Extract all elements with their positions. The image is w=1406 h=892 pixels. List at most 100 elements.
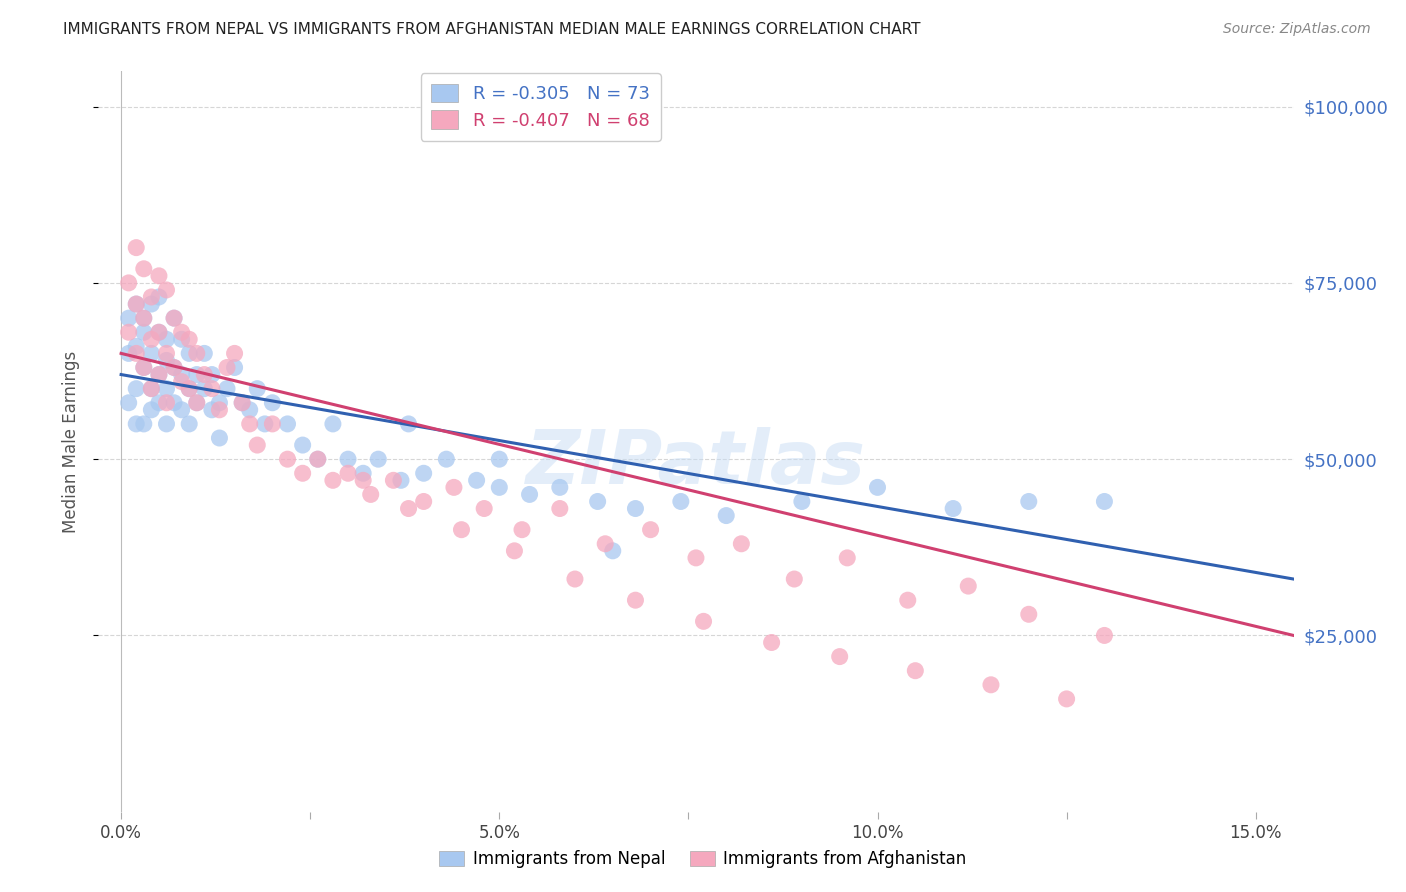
Point bbox=[141, 346, 163, 360]
Point bbox=[291, 438, 314, 452]
Point bbox=[367, 452, 389, 467]
Point bbox=[239, 402, 262, 417]
Point bbox=[170, 368, 193, 382]
Point bbox=[132, 311, 155, 326]
Point bbox=[262, 396, 284, 410]
Point bbox=[201, 402, 224, 417]
Point bbox=[980, 678, 1002, 692]
Text: ZIPatlas: ZIPatlas bbox=[526, 427, 866, 500]
Point bbox=[125, 297, 148, 311]
Point bbox=[125, 297, 148, 311]
Point bbox=[685, 550, 707, 565]
Point bbox=[179, 417, 201, 431]
Point bbox=[942, 501, 965, 516]
Point bbox=[163, 311, 186, 326]
Point bbox=[141, 297, 163, 311]
Point bbox=[155, 396, 177, 410]
Point bbox=[231, 396, 253, 410]
Point bbox=[548, 480, 571, 494]
Point bbox=[669, 494, 692, 508]
Point bbox=[155, 332, 177, 346]
Point bbox=[307, 452, 329, 467]
Point bbox=[193, 382, 215, 396]
Point bbox=[389, 473, 412, 487]
Point bbox=[148, 368, 170, 382]
Point bbox=[472, 501, 495, 516]
Point bbox=[231, 396, 253, 410]
Point bbox=[761, 635, 783, 649]
Point bbox=[118, 346, 141, 360]
Point bbox=[118, 276, 141, 290]
Point bbox=[132, 360, 155, 375]
Point bbox=[125, 339, 148, 353]
Point bbox=[434, 452, 457, 467]
Point bbox=[1094, 494, 1116, 508]
Point bbox=[239, 417, 262, 431]
Point bbox=[1018, 494, 1040, 508]
Point bbox=[170, 332, 193, 346]
Point bbox=[398, 501, 420, 516]
Point bbox=[163, 311, 186, 326]
Point bbox=[322, 473, 344, 487]
Point bbox=[730, 537, 752, 551]
Point bbox=[488, 480, 510, 494]
Point bbox=[179, 382, 201, 396]
Point bbox=[443, 480, 465, 494]
Point bbox=[132, 311, 155, 326]
Point bbox=[1094, 628, 1116, 642]
Point bbox=[148, 325, 170, 339]
Point bbox=[125, 382, 148, 396]
Point bbox=[215, 360, 238, 375]
Point bbox=[692, 615, 714, 629]
Point bbox=[208, 402, 231, 417]
Point bbox=[602, 544, 624, 558]
Point bbox=[118, 325, 141, 339]
Point bbox=[548, 501, 571, 516]
Point bbox=[322, 417, 344, 431]
Point bbox=[253, 417, 276, 431]
Point bbox=[488, 452, 510, 467]
Point bbox=[276, 452, 298, 467]
Point bbox=[246, 382, 269, 396]
Point bbox=[837, 550, 859, 565]
Point bbox=[783, 572, 806, 586]
Point bbox=[132, 360, 155, 375]
Point bbox=[510, 523, 533, 537]
Point bbox=[148, 268, 170, 283]
Point bbox=[224, 360, 246, 375]
Point bbox=[215, 382, 238, 396]
Point bbox=[262, 417, 284, 431]
Point bbox=[118, 396, 141, 410]
Point bbox=[224, 346, 246, 360]
Point bbox=[337, 452, 360, 467]
Point bbox=[193, 368, 215, 382]
Point bbox=[155, 382, 177, 396]
Legend: Immigrants from Nepal, Immigrants from Afghanistan: Immigrants from Nepal, Immigrants from A… bbox=[433, 844, 973, 875]
Point bbox=[503, 544, 526, 558]
Legend: R = -0.305   N = 73, R = -0.407   N = 68: R = -0.305 N = 73, R = -0.407 N = 68 bbox=[420, 73, 661, 141]
Point bbox=[716, 508, 738, 523]
Point bbox=[465, 473, 488, 487]
Point bbox=[201, 382, 224, 396]
Point bbox=[155, 417, 177, 431]
Point bbox=[1056, 692, 1078, 706]
Point bbox=[125, 346, 148, 360]
Point bbox=[398, 417, 420, 431]
Point bbox=[155, 346, 177, 360]
Point bbox=[593, 537, 616, 551]
Point bbox=[897, 593, 920, 607]
Point bbox=[866, 480, 889, 494]
Point bbox=[382, 473, 405, 487]
Point bbox=[450, 523, 472, 537]
Point bbox=[360, 487, 382, 501]
Point bbox=[246, 438, 269, 452]
Point bbox=[201, 368, 224, 382]
Point bbox=[186, 346, 208, 360]
Point bbox=[163, 360, 186, 375]
Point bbox=[148, 368, 170, 382]
Point bbox=[208, 396, 231, 410]
Point bbox=[208, 431, 231, 445]
Point bbox=[957, 579, 980, 593]
Point bbox=[186, 396, 208, 410]
Point bbox=[412, 494, 434, 508]
